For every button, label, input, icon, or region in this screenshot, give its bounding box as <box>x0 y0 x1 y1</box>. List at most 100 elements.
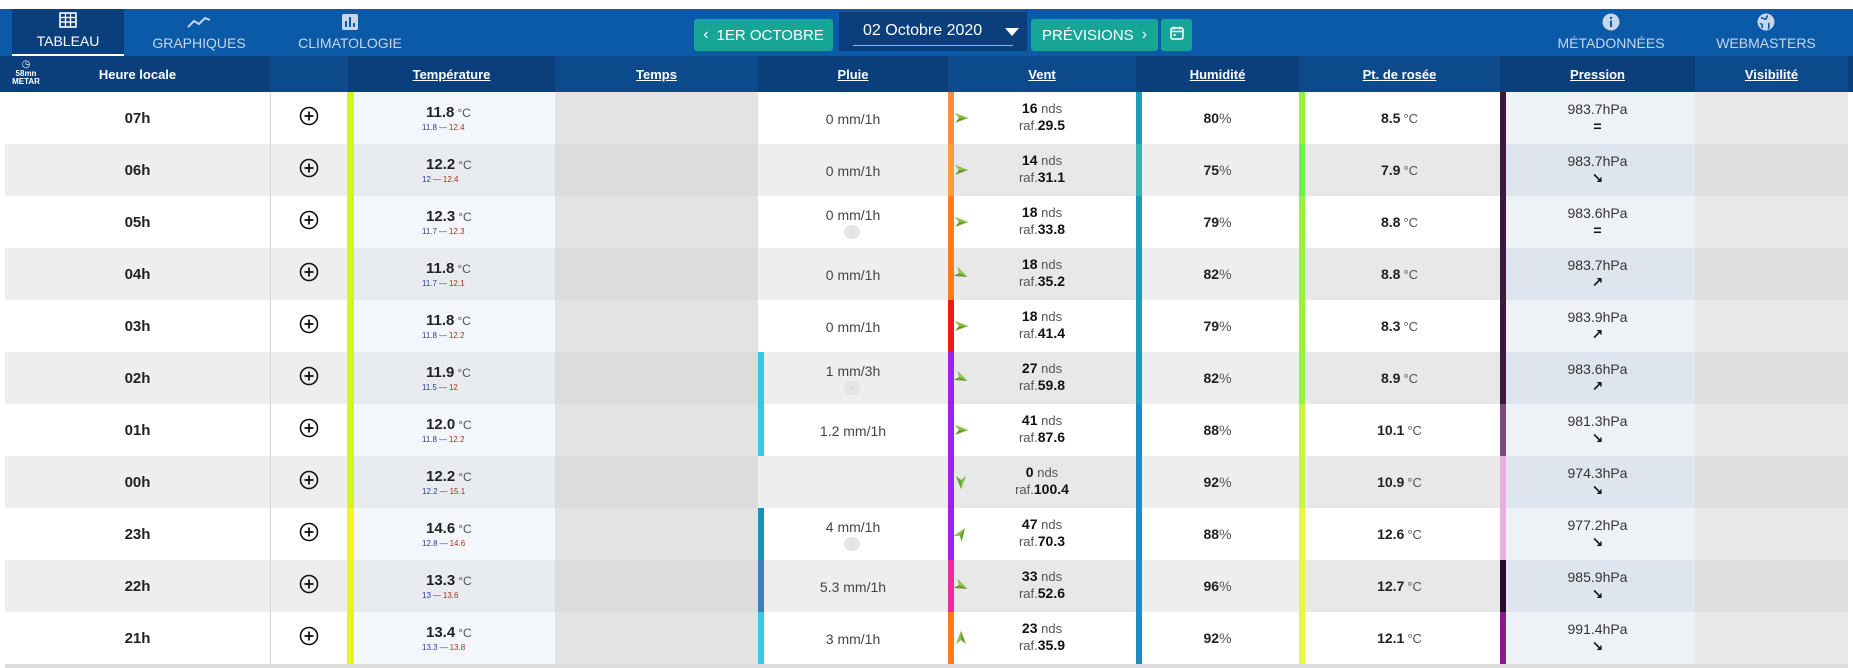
rain-cell: 0 mm/1h <box>758 248 948 300</box>
humidity-number: 96 <box>1203 578 1220 594</box>
calendar-button[interactable] <box>1161 19 1192 51</box>
dewpoint-number: 7.9 <box>1380 162 1401 178</box>
temperature-unit: °C <box>458 470 472 484</box>
header-vent[interactable]: Vent <box>948 56 1136 92</box>
humidity-color-bar <box>1136 404 1142 456</box>
temperature-unit: °C <box>457 106 471 120</box>
expand-row-button[interactable] <box>270 508 348 560</box>
wind-color-bar <box>948 92 954 144</box>
humidity-color-bar <box>1136 196 1142 248</box>
pressure-color-bar <box>1500 248 1506 300</box>
humidity-number: 82 <box>1203 266 1220 282</box>
hour-value: 02h <box>124 369 151 387</box>
nav-webmasters[interactable]: WEBMASTERS <box>1710 9 1822 56</box>
header-visibilite[interactable]: Visibilité <box>1695 56 1848 92</box>
humidity-value: 82% <box>1136 266 1299 282</box>
weather-cell <box>555 456 758 508</box>
hour-cell: 02h <box>5 352 270 404</box>
table-row: 23h 14.6 °C 12.8—14.6 4 mm/1h ⁘ 47 nds ra… <box>5 508 1848 560</box>
header-temps-label: Temps <box>636 66 677 82</box>
temperature-value: 12.2 °C <box>426 468 472 485</box>
nav-graphiques-label: GRAPHIQUES <box>152 35 246 51</box>
rain-cell: 0 mm/1h <box>758 300 948 352</box>
humidity-color-bar <box>1136 352 1142 404</box>
rain-cell: 0 mm/1h <box>758 144 948 196</box>
expand-row-button[interactable] <box>270 612 348 664</box>
forecast-button[interactable]: PRÉVISIONS › <box>1031 19 1158 51</box>
info-icon <box>1599 11 1623 33</box>
header-temps[interactable]: Temps <box>555 56 758 92</box>
pressure-color-bar <box>1500 456 1506 508</box>
expand-row-button[interactable] <box>270 248 348 300</box>
expand-row-button[interactable] <box>270 404 348 456</box>
wind-color-bar <box>948 508 954 560</box>
hour-value: 04h <box>124 265 151 283</box>
temperature-range: 11.8—12.2 <box>422 331 465 340</box>
expand-row-button[interactable] <box>270 144 348 196</box>
header-temperature[interactable]: Température <box>348 56 555 92</box>
nav-tableau[interactable]: TABLEAU <box>12 9 124 56</box>
nav-webmasters-label: WEBMASTERS <box>1716 35 1816 51</box>
wind-speed-value: 0 <box>1025 464 1034 480</box>
humidity-value: 96% <box>1136 578 1299 594</box>
wind-gust: raf.35.9 <box>948 637 1136 653</box>
pressure-trend-icon: ↘ <box>1591 482 1604 498</box>
header-pression[interactable]: Pression <box>1500 56 1695 92</box>
temperature-cell: 12.2 °C 12.2—15.1 <box>348 456 555 508</box>
temperature-number: 11.9 <box>426 364 455 381</box>
hour-value: 07h <box>124 109 151 127</box>
nav-metadonnees[interactable]: MÉTADONNÉES <box>1553 9 1669 56</box>
weather-cell <box>555 352 758 404</box>
wind-color-bar <box>948 352 954 404</box>
plus-circle-icon <box>299 574 319 599</box>
metar-toggle[interactable]: ◷ 58mn METAR <box>12 60 40 86</box>
range-separator: — <box>438 383 447 392</box>
dewpoint-unit: °C <box>1407 579 1422 594</box>
header-pluie[interactable]: Pluie <box>758 56 948 92</box>
expand-row-button[interactable] <box>270 352 348 404</box>
temperature-range: 11.5—12 <box>422 383 458 392</box>
header-humidite[interactable]: Humidité <box>1136 56 1299 92</box>
wind-cell: 18 nds raf.41.4 <box>948 300 1136 352</box>
pressure-number: 983.7 <box>1567 257 1603 273</box>
wind-direction-arrow-icon <box>953 630 969 651</box>
hour-cell: 06h <box>5 144 270 196</box>
temperature-number: 12.2 <box>426 468 456 485</box>
hour-value: 03h <box>124 317 151 335</box>
temperature-value: 13.4 °C <box>426 624 472 641</box>
dewpoint-unit: °C <box>1407 423 1422 438</box>
weather-cell <box>555 248 758 300</box>
expand-row-button[interactable] <box>270 300 348 352</box>
temperature-max: 14.6 <box>449 539 466 548</box>
humidity-color-bar <box>1136 300 1142 352</box>
pressure-value: 983.6hPa <box>1500 361 1695 377</box>
hour-cell: 23h <box>5 508 270 560</box>
hour-cell: 03h <box>5 300 270 352</box>
nav-graphiques[interactable]: GRAPHIQUES <box>144 9 254 56</box>
expand-row-button[interactable] <box>270 92 348 144</box>
temperature-number: 11.8 <box>426 312 455 329</box>
range-separator: — <box>432 591 441 600</box>
prev-day-button[interactable]: ‹ 1ER OCTOBRE <box>694 19 833 51</box>
nav-climatologie[interactable]: CLIMATOLOGIE <box>290 9 410 56</box>
plus-circle-icon <box>299 210 319 235</box>
prev-day-label: 1ER OCTOBRE <box>716 26 824 44</box>
expand-row-button[interactable] <box>270 560 348 612</box>
weather-cell <box>555 404 758 456</box>
line-chart-icon <box>187 11 211 33</box>
rain-value: 0 mm/1h <box>825 207 881 223</box>
gust-label: raf. <box>1018 326 1038 341</box>
humidity-unit: % <box>1219 214 1232 230</box>
visibility-cell <box>1695 144 1848 196</box>
expand-row-button[interactable] <box>270 196 348 248</box>
globe-icon <box>1754 11 1778 33</box>
pressure-number: 977.2 <box>1567 517 1603 533</box>
header-rosee[interactable]: Pt. de rosée <box>1299 56 1500 92</box>
header-rosee-label: Pt. de rosée <box>1362 66 1437 82</box>
rain-cell <box>758 456 948 508</box>
temperature-cell: 13.3 °C 13—13.6 <box>348 560 555 612</box>
rain-value: 1 mm/3h <box>825 363 881 379</box>
date-select[interactable]: 02 Octobre 2020 <box>839 12 1027 51</box>
temperature-range: 11.7—12.3 <box>422 227 465 236</box>
expand-row-button[interactable] <box>270 456 348 508</box>
